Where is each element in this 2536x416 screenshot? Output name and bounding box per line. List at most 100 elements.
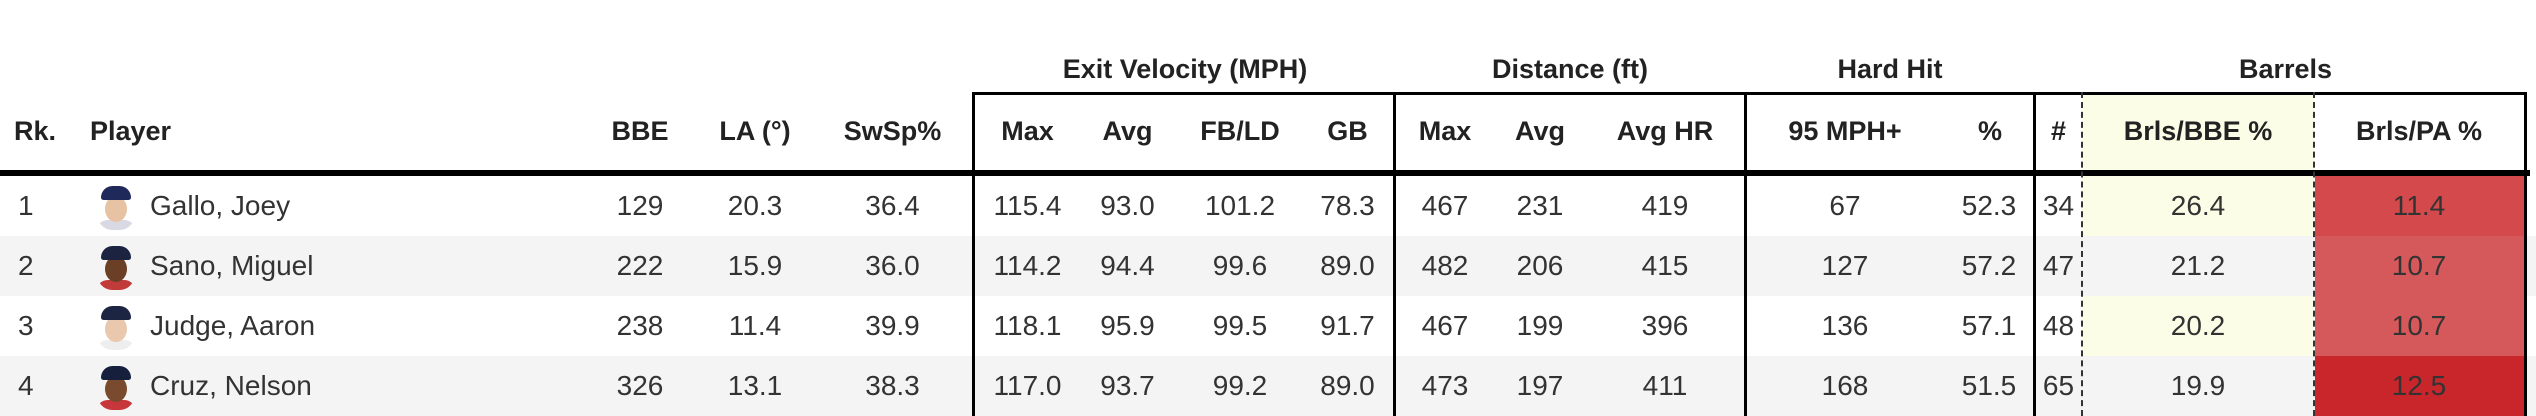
column-header-brl-bbe[interactable]: Brls/BBE % [2123,115,2273,146]
cell-dist-avghr: 396 [1641,310,1689,341]
table-row[interactable]: 2 Sano, Miguel 222 15.9 36.0 114.2 94.4 99.6 89.… [0,236,2536,296]
cell-brl-count: 48 [2042,310,2075,341]
cell-bbe: 326 [616,370,664,401]
cell-dist-max: 467 [1421,190,1469,221]
cell-bbe: 222 [616,250,664,281]
group-underline-distance [1395,92,1745,95]
cell-hh-95: 168 [1821,370,1869,401]
column-header-ev-fbld[interactable]: FB/LD [1200,115,1280,146]
cell-dist-avg: 206 [1516,250,1564,281]
column-header-swsp[interactable]: SwSp% [843,115,942,146]
cell-brl-count: 65 [2042,370,2075,401]
cell-player[interactable]: Gallo, Joey [150,190,291,221]
column-header-dist-max[interactable]: Max [1418,115,1472,146]
group-header-distance: Distance (ft) [1491,53,1648,84]
divider-barrels-left [2033,92,2036,416]
table-row[interactable]: 1 Gallo, Joey 129 20.3 36.4 115.4 93.0 101.2 78.… [0,176,2536,236]
player-avatar [96,302,136,350]
column-header-dist-avg[interactable]: Avg [1514,115,1565,146]
cell-hh-pct: 57.1 [1961,310,2017,341]
cell-brl-pa: 12.5 [2391,370,2447,401]
cell-hh-95: 67 [1829,190,1861,221]
avatar-face [105,256,127,282]
group-header-exit-velocity: Exit Velocity (MPH) [1062,53,1308,84]
avatar-cap [101,186,131,200]
cell-la: 20.3 [727,190,783,221]
cell-brl-pa: 11.4 [2392,190,2446,221]
cell-ev-max: 117.0 [993,370,1062,401]
brl-pa-heat-cell [2315,236,2524,296]
column-header-brl-count[interactable]: # [2050,115,2067,146]
cell-bbe: 238 [616,310,664,341]
cell-dist-avghr: 411 [1642,370,1688,401]
header-divider [0,170,2530,176]
column-header-rank[interactable]: Rk. [14,115,57,146]
column-header-hh-pct[interactable]: % [1977,115,2002,146]
column-header-la[interactable]: LA (°) [719,115,791,146]
dashed-divider-brl-bbe-right [2313,92,2315,416]
cell-player[interactable]: Cruz, Nelson [150,370,312,401]
cell-rank: 2 [18,250,34,281]
cell-la: 11.4 [728,310,782,341]
cell-ev-max: 115.4 [993,190,1062,221]
avatar-cap [101,366,131,380]
column-header-ev-max[interactable]: Max [1001,115,1054,146]
column-header-brl-pa[interactable]: Brls/PA % [2355,115,2483,146]
group-header-hard-hit: Hard Hit [1837,53,1943,84]
cell-ev-fbld: 99.5 [1212,310,1268,341]
divider-barrels-right [2524,92,2527,416]
cell-hh-pct: 57.2 [1961,250,2017,281]
avatar-jersey [96,220,136,230]
brl-pa-heat-cell [2315,356,2524,416]
cell-swsp: 36.4 [865,190,920,221]
column-header-player[interactable]: Player [90,115,172,146]
cell-ev-avg: 93.0 [1100,190,1155,221]
column-header-ev-avg[interactable]: Avg [1102,115,1153,146]
avatar-face [105,316,127,342]
cell-ev-fbld: 101.2 [1204,190,1276,221]
dashed-divider-brl-bbe-left [2081,92,2083,416]
cell-hh-95: 136 [1821,310,1869,341]
cell-rank: 4 [18,370,34,401]
group-header-barrels: Barrels [2238,53,2333,84]
cell-swsp: 36.0 [865,250,920,281]
cell-dist-avg: 231 [1516,190,1564,221]
avatar-face [105,196,127,222]
table-row[interactable]: 3 Judge, Aaron 238 11.4 39.9 118.1 95.9 99.5 91.… [0,296,2536,356]
cell-hh-pct: 51.5 [1961,370,2017,401]
cell-player[interactable]: Sano, Miguel [150,250,314,281]
divider-distance-left [1393,92,1396,416]
cell-rank: 1 [18,190,34,221]
cell-dist-avg: 197 [1516,370,1564,401]
divider-hard-hit-left [1744,92,1747,416]
cell-player[interactable]: Judge, Aaron [150,310,316,341]
column-header-dist-avghr[interactable]: Avg HR [1616,115,1714,146]
column-header-hh-95[interactable]: 95 MPH+ [1788,115,1902,146]
cell-dist-avghr: 419 [1641,190,1689,221]
cell-brl-bbe: 20.2 [2170,310,2226,341]
column-header-bbe[interactable]: BBE [611,115,669,146]
cell-brl-count: 47 [2042,250,2075,281]
cell-ev-gb: 78.3 [1320,190,1375,221]
cell-brl-bbe: 19.9 [2170,370,2226,401]
table-row[interactable]: 4 Cruz, Nelson 326 13.1 38.3 117.0 93.7 99.2 89.… [0,356,2536,416]
column-header-ev-gb[interactable]: GB [1327,115,1368,146]
cell-bbe: 129 [616,190,664,221]
cell-ev-max: 114.2 [993,250,1062,281]
cell-dist-max: 482 [1421,250,1469,281]
cell-ev-gb: 89.0 [1320,250,1375,281]
avatar-jersey [96,340,136,350]
player-avatar [96,182,136,230]
cell-la: 13.1 [727,370,783,401]
cell-brl-pa: 10.7 [2391,250,2447,281]
cell-brl-pa: 10.7 [2391,310,2447,341]
cell-ev-fbld: 99.6 [1212,250,1268,281]
cell-dist-avghr: 415 [1641,250,1689,281]
cell-brl-count: 34 [2042,190,2075,221]
cell-brl-bbe: 21.2 [2170,250,2226,281]
cell-ev-avg: 94.4 [1100,250,1155,281]
cell-dist-max: 473 [1421,370,1469,401]
group-underline-exit-velocity [973,92,1395,95]
cell-swsp: 38.3 [865,370,920,401]
avatar-cap [101,246,131,260]
